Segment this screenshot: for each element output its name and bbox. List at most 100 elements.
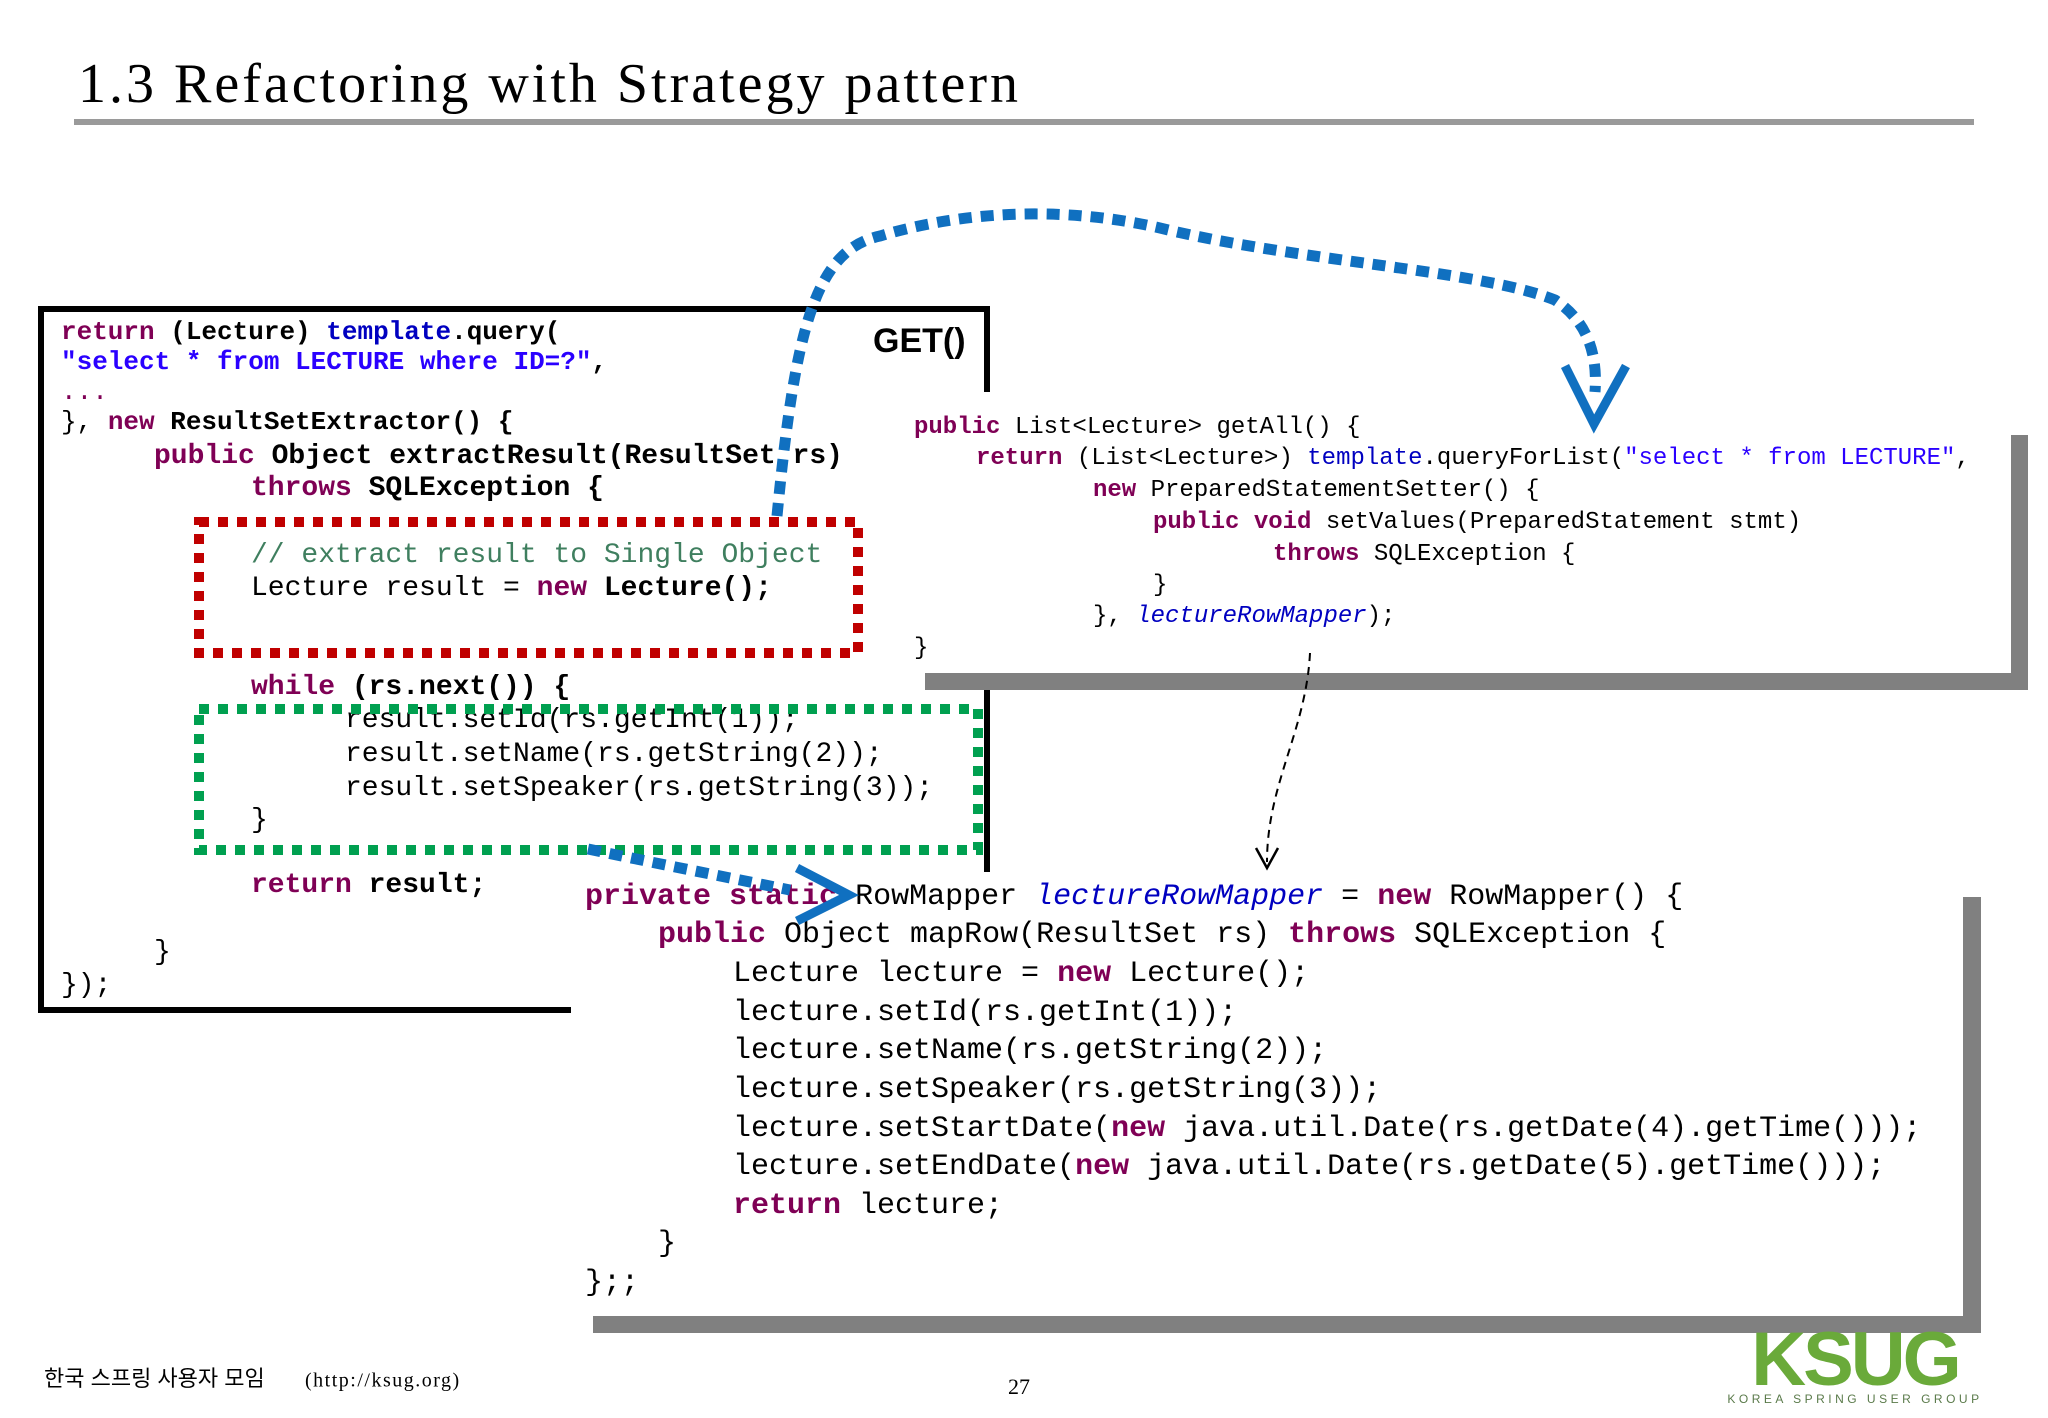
code-token: "select * from LECTURE" <box>1624 445 1955 472</box>
code-token: .queryForList( <box>1422 445 1624 472</box>
code-token: java.util.Date(rs.getDate(5).getTime()))… <box>1129 1150 1885 1184</box>
code-line: lecture.setSpeaker(rs.getString(3)); <box>733 1073 1381 1107</box>
shadow <box>1963 897 1981 1333</box>
code-line: new PreparedStatementSetter() { <box>1093 477 1539 504</box>
code-line: return (Lecture) template.query( <box>61 317 560 347</box>
code-token: new <box>1057 957 1111 991</box>
code-line: Lecture result = new Lecture(); <box>251 573 772 604</box>
blue-dotted-arrow <box>771 208 1601 517</box>
code-token: }, <box>1093 603 1136 630</box>
code-token: SQLException { <box>1359 541 1575 568</box>
code-token: List<Lecture> getAll() { <box>1000 414 1360 441</box>
code-token: } <box>658 1227 676 1261</box>
code-token: throws <box>1288 918 1396 952</box>
shadow <box>2011 435 2028 690</box>
code-line: public List<Lecture> getAll() { <box>914 414 1360 441</box>
arrow-head <box>1254 847 1280 871</box>
code-token: Lecture lecture = <box>733 957 1057 991</box>
code-line: public Object mapRow(ResultSet rs) throw… <box>658 918 1666 952</box>
code-box-rowmapper <box>571 872 1981 1333</box>
code-token: new <box>1075 1150 1129 1184</box>
code-token: } <box>154 937 171 968</box>
code-line: result.setName(rs.getString(2)); <box>345 739 883 770</box>
arrow-head <box>794 864 859 926</box>
code-token: public <box>658 918 766 952</box>
code-line: } <box>251 805 268 836</box>
code-token: Object extractResult(ResultSet rs) <box>255 441 843 472</box>
code-token: Lecture result = <box>251 573 537 604</box>
code-token: } <box>251 805 268 836</box>
code-token: public <box>1153 509 1239 536</box>
code-line: } <box>1153 572 1167 599</box>
footer-org: 한국 스프링 사용자 모임 <box>44 1366 265 1391</box>
code-token: } <box>914 635 928 662</box>
code-token: lecture.setStartDate( <box>733 1112 1111 1146</box>
box-bg <box>571 872 1963 1316</box>
code-token: result; <box>352 870 486 901</box>
code-token <box>711 880 729 914</box>
code-line: Lecture lecture = new Lecture(); <box>733 957 1309 991</box>
code-block: private static RowMapper lectureRowMappe… <box>585 880 1921 1300</box>
code-token: SQLException { <box>1396 918 1666 952</box>
code-line: lecture.setStartDate(new java.util.Date(… <box>733 1112 1921 1146</box>
code-line: return (List<Lecture>) template.queryFor… <box>976 445 1970 472</box>
code-token: new <box>1111 1112 1165 1146</box>
code-line: result.setId(rs.getInt(1)); <box>345 705 799 736</box>
code-line: throws SQLException { <box>1273 541 1575 568</box>
code-token: ResultSetExtractor() { <box>155 407 514 437</box>
get-label: GET() <box>873 322 966 360</box>
title-rule <box>74 119 1974 125</box>
code-line: public Object extractResult(ResultSet rs… <box>154 441 843 472</box>
code-token: void <box>1254 509 1312 536</box>
code-token: lecture.setSpeaker(rs.getString(3)); <box>733 1073 1381 1107</box>
code-token: lecture.setName(rs.getString(2)); <box>733 1034 1327 1068</box>
code-line: throws SQLException { <box>251 473 604 504</box>
code-token: public <box>154 441 255 472</box>
code-token: lecture.setEndDate( <box>733 1150 1075 1184</box>
code-token: , <box>592 347 608 377</box>
code-line: lecture.setEndDate(new java.util.Date(rs… <box>733 1150 1885 1184</box>
code-token: new <box>537 573 588 604</box>
code-token: (rs.next()) { <box>335 672 570 703</box>
code-token: }, <box>61 407 108 437</box>
box-bg <box>914 392 2011 673</box>
code-line: } <box>914 635 928 662</box>
code-line: lecture.setName(rs.getString(2)); <box>733 1034 1327 1068</box>
dashed-arrow <box>1266 652 1311 863</box>
code-token: return <box>61 317 155 347</box>
code-token: };; <box>585 1266 639 1300</box>
blue-dotted-arrow <box>586 843 792 896</box>
code-token: RowMapper() { <box>1431 880 1683 914</box>
code-token: RowMapper <box>837 880 1035 914</box>
logo-tagline: KOREA SPRING USER GROUP <box>1727 1392 1982 1406</box>
code-line: // extract result to Single Object <box>251 540 822 571</box>
arrows <box>586 208 1630 926</box>
code-block: public List<Lecture> getAll() { return (L… <box>914 414 1970 662</box>
code-line: while (rs.next()) { <box>251 672 570 703</box>
code-box-getall <box>914 392 2028 690</box>
code-token: java.util.Date(rs.getDate(4).getTime()))… <box>1165 1112 1921 1146</box>
code-token: new <box>108 407 155 437</box>
code-token: }); <box>61 970 111 1001</box>
slide-title: 1.3 Refactoring with Strategy pattern <box>78 53 1021 115</box>
code-token: while <box>251 672 335 703</box>
code-token: result.setId(rs.getInt(1)); <box>345 705 799 736</box>
code-token: result.setSpeaker(rs.getString(3)); <box>345 773 933 804</box>
page-number: 27 <box>1008 1374 1030 1399</box>
code-line: lecture.setId(rs.getInt(1)); <box>733 996 1237 1030</box>
code-token: lecture.setId(rs.getInt(1)); <box>733 996 1237 1030</box>
code-token: Lecture(); <box>1111 957 1309 991</box>
code-token: lectureRowMapper <box>1035 880 1323 914</box>
code-token: setValues(PreparedStatement stmt) <box>1311 509 1801 536</box>
code-token: return <box>976 445 1062 472</box>
code-token: (List<Lecture>) <box>1062 445 1307 472</box>
code-token: (Lecture) <box>155 317 327 347</box>
code-token: result.setName(rs.getString(2)); <box>345 739 883 770</box>
code-line: return lecture; <box>733 1189 1003 1223</box>
highlight-green <box>194 704 983 855</box>
code-token: lecture; <box>841 1189 1003 1223</box>
code-token: ); <box>1367 603 1396 630</box>
code-line: }, new ResultSetExtractor() { <box>61 407 513 437</box>
code-token: template <box>1307 445 1422 472</box>
